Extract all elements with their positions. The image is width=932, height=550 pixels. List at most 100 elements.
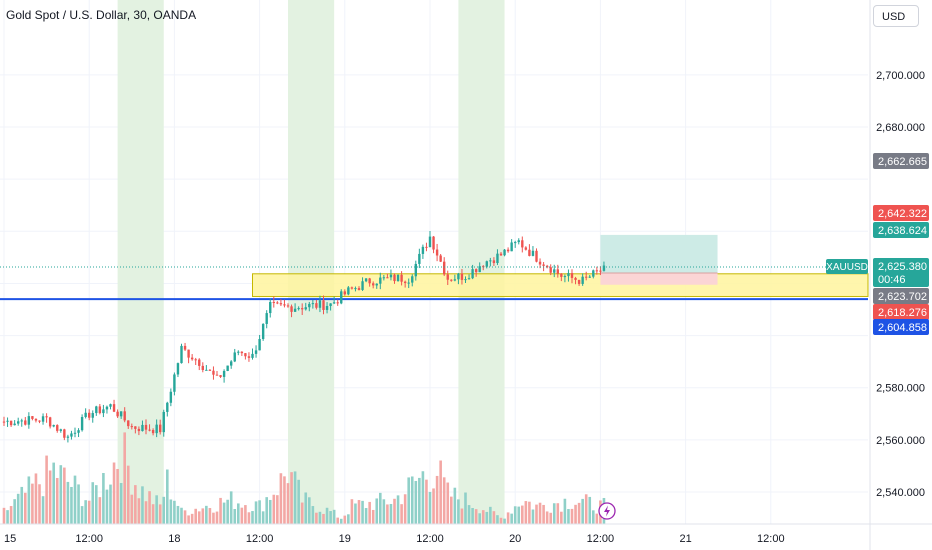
volume-bar <box>55 477 59 524</box>
x-tick-label: 15 <box>4 533 16 545</box>
symbol-tag-bg <box>826 259 868 274</box>
x-tick-label: 12:00 <box>416 533 444 545</box>
volume-bar <box>183 510 187 524</box>
last-price-label-bg <box>873 258 929 287</box>
candle-body <box>183 345 187 350</box>
candle-body <box>407 282 410 284</box>
volume-bar <box>9 506 13 524</box>
volume-bar <box>105 489 109 524</box>
candle-body <box>585 276 588 278</box>
volume-bar <box>240 507 244 524</box>
candle-body <box>574 277 577 280</box>
volume-bar <box>535 504 538 524</box>
volume-bar <box>112 462 116 524</box>
candle-body <box>389 274 393 278</box>
volume-bar <box>268 499 272 524</box>
volume-bar <box>354 503 357 524</box>
volume-bar <box>368 501 371 524</box>
candle-body <box>59 429 62 431</box>
candle-body <box>279 303 283 305</box>
volume-bar <box>592 510 595 524</box>
candle-body <box>34 418 38 421</box>
candle-body <box>400 274 403 282</box>
volume-bar <box>208 508 212 524</box>
candle-body <box>563 276 567 278</box>
volume-bar <box>194 508 197 524</box>
candle-body <box>261 323 265 340</box>
volume-bar <box>339 518 343 524</box>
candle-body <box>91 413 94 418</box>
volume-bar <box>95 485 98 524</box>
volume-bar <box>254 501 258 524</box>
volume-bar <box>528 501 531 524</box>
volume-bar <box>290 472 293 524</box>
high-marker-label-bg <box>873 205 929 221</box>
volume-bar <box>357 500 361 524</box>
candle-body <box>254 350 258 354</box>
volume-bar <box>13 499 16 524</box>
candle-body <box>52 425 55 427</box>
candle-body <box>251 353 254 358</box>
volume-bar <box>226 499 229 524</box>
candle-body <box>545 265 549 268</box>
volume-bar <box>389 503 393 524</box>
candle-body <box>212 370 215 375</box>
candle-body <box>112 404 116 412</box>
candle-body <box>595 270 599 272</box>
candle-body <box>77 430 80 433</box>
candle-body <box>70 433 73 437</box>
volume-bar <box>311 506 315 524</box>
volume-bar <box>180 507 183 524</box>
candle-body <box>127 420 130 427</box>
volume-bar <box>158 504 162 524</box>
volume-bar <box>379 492 382 524</box>
currency-button[interactable]: USD <box>873 5 919 27</box>
volume-bar <box>151 504 155 524</box>
volume-bar <box>176 505 180 524</box>
volume-bar <box>442 477 446 524</box>
volume-bar <box>584 494 588 524</box>
volume-bar <box>45 455 48 524</box>
volume-bar <box>166 469 169 524</box>
volume-bar <box>190 513 194 524</box>
candle-body <box>95 406 98 414</box>
time-axis <box>0 524 932 550</box>
volume-bar <box>229 491 233 524</box>
candle-body <box>247 356 251 358</box>
candle-body <box>510 242 513 252</box>
candle-body <box>361 281 364 290</box>
volume-bar <box>2 507 6 524</box>
candle-body <box>176 363 180 375</box>
candle-body <box>98 406 102 414</box>
candle-body <box>428 236 432 248</box>
candle-body <box>48 417 52 427</box>
candle-body <box>393 274 396 282</box>
volume-bar <box>109 484 112 524</box>
volume-bar <box>464 492 467 524</box>
volume-bar <box>219 497 222 524</box>
volume-bar <box>187 515 190 524</box>
volume-bar <box>361 500 364 524</box>
candle-body <box>194 359 197 361</box>
volume-bar <box>400 504 403 524</box>
volume-bar <box>325 507 329 524</box>
volume-bar <box>247 512 251 524</box>
volume-bar <box>393 498 396 524</box>
volume-bar <box>407 477 410 524</box>
candle-body <box>134 426 137 429</box>
candle-body <box>538 261 542 265</box>
volume-bar <box>474 509 478 524</box>
candle-body <box>63 429 66 438</box>
candle-body <box>269 302 272 314</box>
volume-bar <box>169 499 173 524</box>
volume-bar <box>201 508 205 524</box>
lightning-bolt-icon[interactable] <box>598 502 616 520</box>
candle-body <box>201 365 204 371</box>
volume-bar <box>577 502 581 524</box>
volume-bar <box>251 511 254 524</box>
volume-bar <box>332 509 336 524</box>
candle-body <box>17 421 20 424</box>
candle-body <box>272 302 275 304</box>
volume-bar <box>467 505 471 524</box>
